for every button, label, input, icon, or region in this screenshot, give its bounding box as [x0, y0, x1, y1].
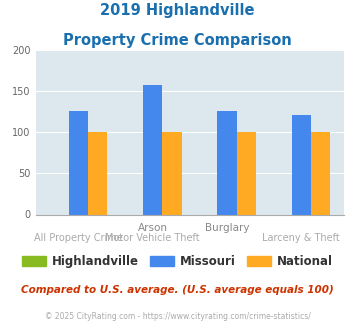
Text: 2019 Highlandville: 2019 Highlandville — [100, 3, 255, 18]
Text: Larceny & Theft: Larceny & Theft — [262, 233, 340, 243]
Text: Compared to U.S. average. (U.S. average equals 100): Compared to U.S. average. (U.S. average … — [21, 285, 334, 295]
Text: All Property Crime: All Property Crime — [34, 233, 123, 243]
Text: Arson: Arson — [138, 223, 168, 233]
Text: Burglary: Burglary — [205, 223, 249, 233]
Legend: Highlandville, Missouri, National: Highlandville, Missouri, National — [22, 255, 333, 268]
Bar — [217, 111, 237, 214]
Bar — [237, 132, 256, 214]
Text: © 2025 CityRating.com - https://www.cityrating.com/crime-statistics/: © 2025 CityRating.com - https://www.city… — [45, 312, 310, 321]
Text: Property Crime Comparison: Property Crime Comparison — [63, 33, 292, 48]
Bar — [292, 115, 311, 214]
Text: Motor Vehicle Theft: Motor Vehicle Theft — [105, 233, 200, 243]
Bar — [69, 112, 88, 214]
Bar — [88, 132, 108, 214]
Bar — [143, 85, 163, 214]
Bar — [163, 132, 182, 214]
Bar — [311, 132, 330, 214]
